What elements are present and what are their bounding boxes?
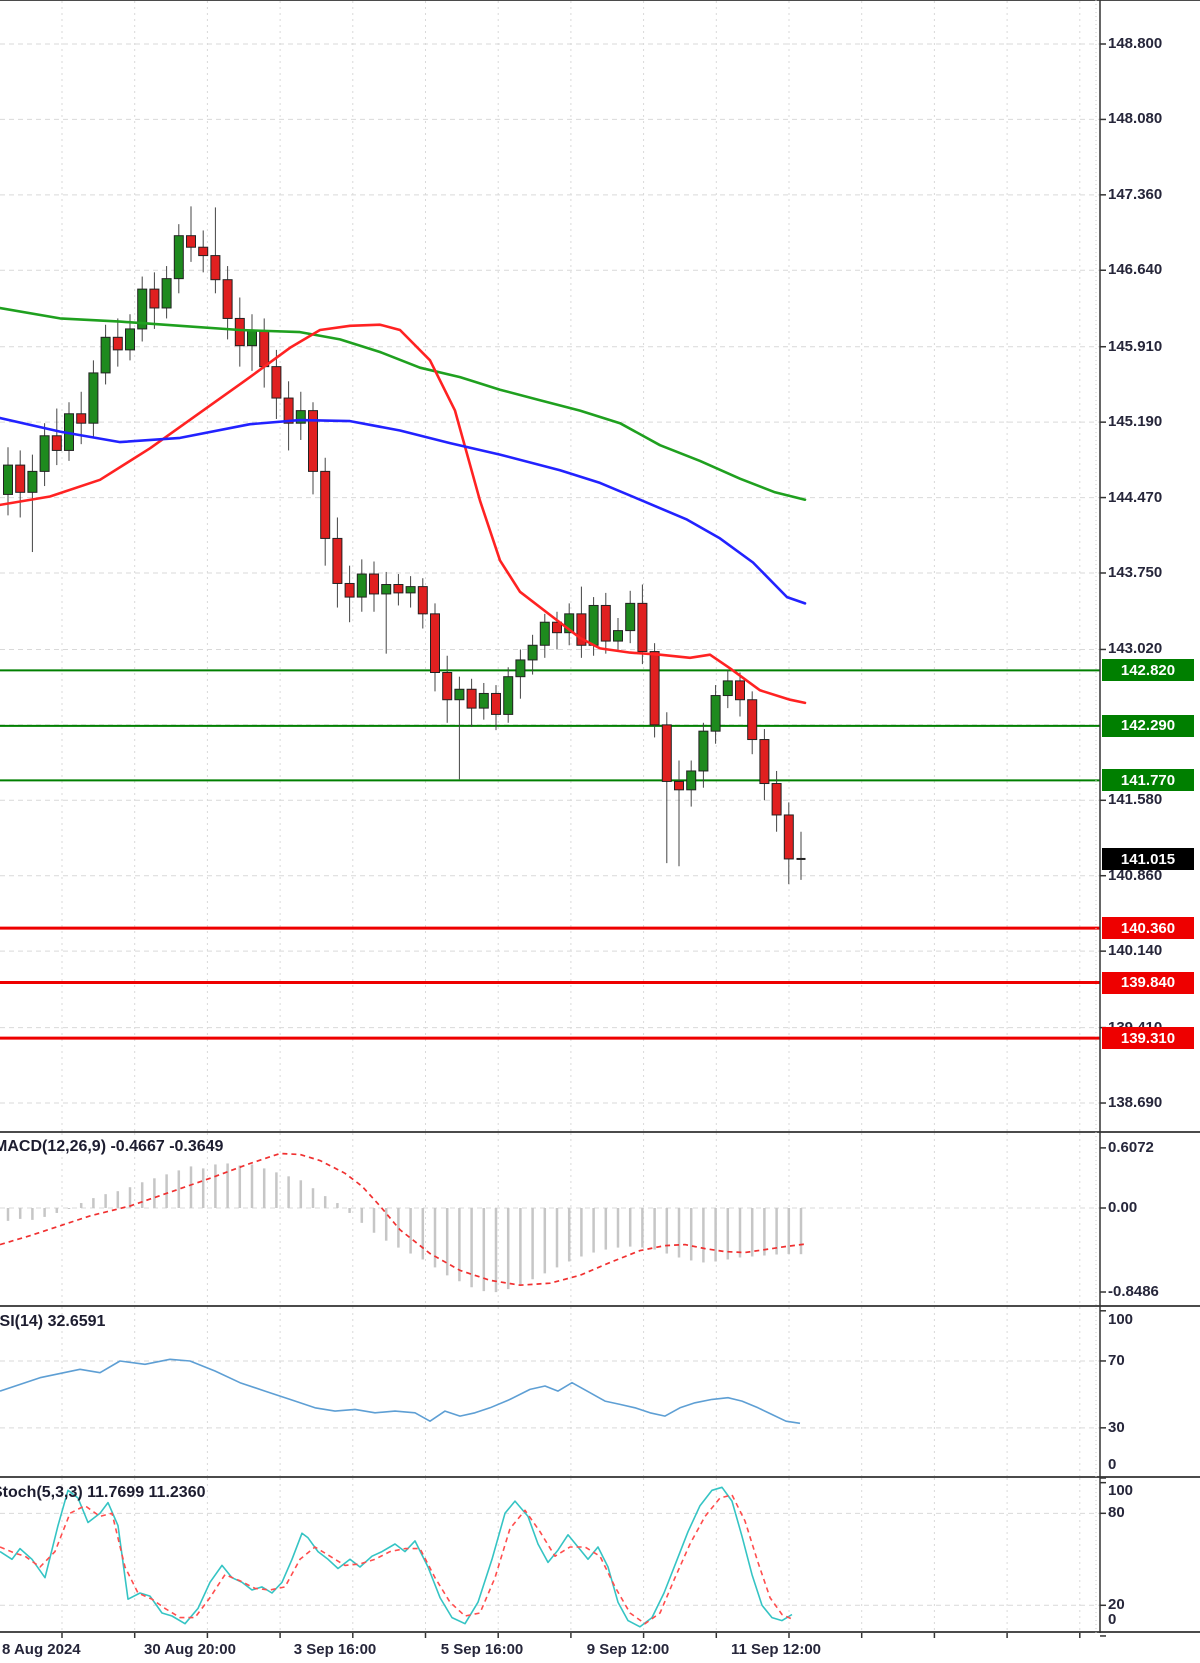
current-price-label: 141.015 xyxy=(1102,848,1194,871)
date-label: 9 Sep 12:00 xyxy=(586,1641,670,1658)
price-tick-label: 138.690 xyxy=(1108,1094,1163,1112)
resistance-price-label: 141.770 xyxy=(1102,769,1194,792)
price-tick-label: 145.910 xyxy=(1108,337,1163,355)
resistance-price-label: 142.290 xyxy=(1102,714,1194,737)
stoch-tick-label: 20 xyxy=(1108,1596,1125,1614)
stoch-indicator-label: Stoch(5,3,3) 11.7699 11.2360 xyxy=(0,1484,206,1501)
price-tick-label: 148.800 xyxy=(1108,35,1163,52)
price-tick-label: 147.360 xyxy=(1108,185,1163,203)
stoch-tick-label: 100 xyxy=(1108,1482,1134,1499)
stoch-d-line xyxy=(0,1494,793,1625)
price-tick-label: 144.470 xyxy=(1108,488,1163,506)
price-tick-label: 148.080 xyxy=(1108,110,1163,128)
date-label: 3 Sep 16:00 xyxy=(293,1641,377,1658)
rsi-line xyxy=(0,1358,801,1425)
date-label: 8 Aug 2024 xyxy=(2,1641,81,1658)
rsi-tick-label: 70 xyxy=(1108,1351,1125,1369)
rsi-tick-label: 30 xyxy=(1108,1418,1125,1436)
price-tick-label: 143.750 xyxy=(1108,563,1163,581)
stoch-tick-label: 0 xyxy=(1108,1611,1117,1628)
stoch-tick-label: 80 xyxy=(1108,1504,1125,1522)
macd-tick-label: 0.6072 xyxy=(1108,1138,1154,1156)
ma-slow-green xyxy=(0,306,807,502)
macd-tick-label: 0.00 xyxy=(1108,1199,1138,1216)
macd-signal-line xyxy=(0,1152,806,1287)
price-tick-label: 146.640 xyxy=(1108,261,1163,279)
support-price-label: 139.310 xyxy=(1102,1027,1194,1050)
rsi-indicator-label: RSI(14) 32.6591 xyxy=(0,1313,106,1330)
rsi-tick-label: 0 xyxy=(1108,1456,1117,1473)
price-tick-label: 140.140 xyxy=(1108,942,1163,960)
stoch-k-line xyxy=(0,1486,793,1628)
support-price-label: 140.360 xyxy=(1102,917,1194,940)
support-price-label: 139.840 xyxy=(1102,971,1194,994)
candles xyxy=(3,206,806,885)
resistance-price-label: 142.820 xyxy=(1102,659,1194,682)
price-tick-label: 140.860 xyxy=(1108,866,1163,884)
price-tick-label: 143.020 xyxy=(1108,640,1163,658)
price-tick-label: 145.190 xyxy=(1108,413,1163,431)
ma-fast-blue xyxy=(0,416,807,605)
date-label: 30 Aug 20:00 xyxy=(144,1641,236,1658)
macd-tick-label: -0.8486 xyxy=(1108,1283,1159,1300)
rsi-tick-label: 100 xyxy=(1108,1311,1134,1328)
price-tick-label: 141.580 xyxy=(1108,791,1163,809)
date-label: 5 Sep 16:00 xyxy=(440,1641,524,1658)
ma-mid-red xyxy=(0,323,807,705)
date-label: 11 Sep 12:00 xyxy=(730,1641,822,1658)
macd-indicator-label: MACD(12,26,9) -0.4667 -0.3649 xyxy=(0,1138,224,1155)
